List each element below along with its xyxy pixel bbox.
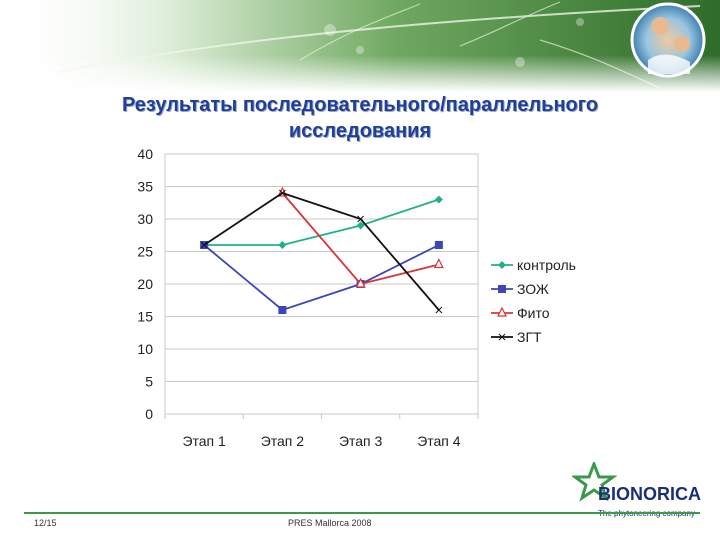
data-point bbox=[356, 221, 365, 230]
line-chart: 0 5 10 15 20 25 30 35 40 Этап 1 Этап 2 Этап 3 Этап 4… bbox=[137, 146, 576, 449]
data-point bbox=[434, 195, 443, 204]
chart-legend: контроль ЗОЖ Фито ЗГТ bbox=[491, 257, 576, 345]
data-point bbox=[278, 241, 287, 249]
series-3 bbox=[200, 189, 443, 314]
y-tick-label: 40 bbox=[137, 146, 153, 162]
y-tick-label: 0 bbox=[145, 406, 153, 422]
bionorica-logo: BIONORICA The phytoneering company bbox=[572, 462, 701, 518]
legend-swatch-marker bbox=[498, 333, 506, 341]
y-tick-label: 25 bbox=[137, 244, 153, 260]
series-line bbox=[203, 244, 440, 312]
series-line bbox=[204, 198, 440, 246]
legend-label: Фито bbox=[517, 305, 550, 321]
legend-label: контроль bbox=[517, 257, 576, 273]
y-tick-label: 15 bbox=[137, 309, 153, 325]
slide-number: 12/15 bbox=[34, 518, 57, 528]
marker-stroke bbox=[498, 333, 506, 341]
data-point bbox=[434, 241, 443, 249]
legend-item-2: Фито bbox=[491, 305, 550, 321]
brand-name: BIONORICA bbox=[598, 484, 701, 504]
data-point bbox=[279, 189, 286, 197]
slide-title-line-2: исследования bbox=[288, 120, 432, 142]
y-tick-label: 20 bbox=[137, 276, 153, 292]
legend-label: ЗГТ bbox=[517, 329, 542, 345]
y-tick-label: 35 bbox=[137, 179, 153, 195]
chart-gridlines bbox=[165, 153, 478, 415]
slide-title: Результаты последовательного/параллельно… bbox=[40, 92, 680, 144]
marker-stroke bbox=[279, 189, 286, 197]
star-logo-icon bbox=[572, 462, 618, 502]
data-point bbox=[200, 241, 208, 249]
chart-series bbox=[200, 186, 444, 314]
series-line bbox=[203, 192, 440, 311]
x-tick-label: Этап 4 bbox=[417, 433, 461, 449]
series-2 bbox=[277, 186, 444, 288]
legend-label: ЗОЖ bbox=[517, 281, 549, 297]
data-point bbox=[435, 306, 443, 314]
family-photo-icon bbox=[630, 2, 706, 78]
x-tick-label: Этап 1 bbox=[182, 433, 226, 449]
marker-stroke bbox=[200, 241, 208, 249]
header-banner-image bbox=[0, 0, 720, 92]
data-point bbox=[357, 215, 364, 223]
footer-divider bbox=[24, 512, 700, 514]
data-point bbox=[278, 306, 287, 314]
footer-text: PRES Mallorca 2008 bbox=[288, 518, 372, 528]
data-point bbox=[433, 258, 444, 269]
slide-title-line-1: Результаты последовательного/параллельно… bbox=[121, 94, 599, 116]
y-tick-label: 5 bbox=[145, 374, 153, 390]
legend-swatch-marker bbox=[498, 285, 506, 293]
legend-swatch-marker bbox=[498, 261, 506, 269]
y-tick-label: 30 bbox=[137, 211, 153, 227]
y-tick-label: 10 bbox=[137, 341, 153, 357]
legend-item-1: ЗОЖ bbox=[491, 281, 549, 297]
series-0 bbox=[200, 195, 443, 249]
legend-item-3: ЗГТ bbox=[491, 329, 542, 345]
data-point bbox=[355, 277, 366, 288]
legend-item-0: контроль bbox=[491, 257, 576, 273]
marker-stroke bbox=[357, 215, 364, 223]
chart-axes: 0 5 10 15 20 25 30 35 40 Этап 1 Этап 2 Этап 3 Этап 4 bbox=[137, 146, 479, 449]
marker-stroke bbox=[435, 306, 443, 314]
x-tick-label: Этап 3 bbox=[339, 433, 383, 449]
legend-swatch-marker bbox=[497, 306, 507, 317]
x-tick-label: Этап 2 bbox=[261, 433, 305, 449]
